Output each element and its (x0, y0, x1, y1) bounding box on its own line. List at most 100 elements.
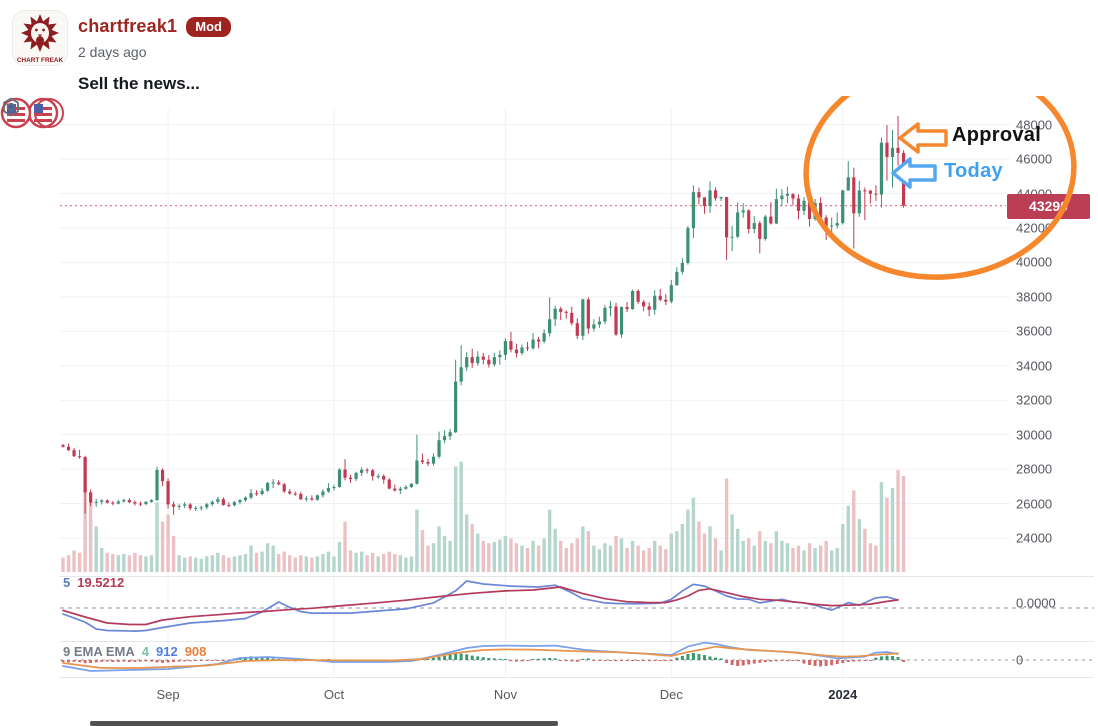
macd-histogram-bar (564, 660, 568, 662)
macd-histogram-bar (669, 660, 673, 661)
candle-body (592, 324, 596, 329)
candle-body (83, 457, 87, 493)
candle-body (232, 502, 237, 506)
volume-bar (796, 545, 801, 572)
volume-bar (653, 540, 657, 572)
candle-body (747, 210, 751, 229)
lion-logo-icon: CHART FREAK (17, 14, 63, 64)
volume-bar (238, 555, 242, 572)
ema-orange-line (62, 645, 899, 669)
chart-image[interactable]: 4800046000440004200040000380003600034000… (0, 96, 1098, 708)
macd-histogram-bar (481, 657, 485, 660)
candle-body (608, 306, 613, 308)
candle-body (266, 482, 270, 491)
candle-body (713, 190, 718, 199)
username-link[interactable]: chartfreak1 (78, 16, 178, 36)
macd-histogram-bar (902, 660, 906, 662)
candle-body (365, 469, 369, 471)
volume-bar (691, 497, 696, 572)
price-tick-label: 36000 (1016, 323, 1053, 339)
macd-histogram-bar (830, 660, 834, 666)
candle-body (857, 190, 861, 214)
candle-body (66, 446, 71, 451)
volume-bar (83, 458, 87, 572)
volume-bar (370, 552, 375, 572)
volume-bar (868, 543, 873, 572)
macd-histogram-bar (780, 660, 784, 661)
indicator-label-part: 908 (184, 644, 207, 659)
macd-histogram-bar (426, 658, 430, 660)
volume-bar (387, 551, 391, 572)
candle-body (89, 492, 93, 503)
volume-bar (575, 538, 579, 572)
candle-body (874, 193, 878, 195)
candle-body (752, 223, 756, 229)
volume-bar (94, 526, 98, 572)
candle-body (166, 481, 170, 505)
timestamp-link[interactable]: 2 days ago (78, 44, 147, 60)
volume-bar (243, 554, 248, 572)
macd-histogram-bar (702, 655, 706, 660)
macd-histogram-bar (603, 660, 607, 661)
macd-histogram-bar (747, 660, 751, 665)
candle-body (680, 262, 684, 272)
volume-bar (321, 554, 325, 572)
volume-bar (592, 545, 596, 572)
candle-body (896, 147, 900, 154)
candle-body (442, 436, 447, 441)
candle-body (642, 301, 646, 307)
volume-bar (702, 533, 707, 572)
candle-body (177, 505, 181, 507)
volume-bar (890, 488, 895, 572)
volume-bar (205, 556, 209, 572)
candle-body (243, 497, 248, 501)
macd-histogram-bar (514, 660, 518, 662)
volume-bar (88, 500, 93, 572)
candle-body (194, 507, 198, 509)
volume-bar (348, 550, 353, 572)
price-tick-label: 34000 (1016, 358, 1053, 374)
macd-histogram-bar (863, 660, 867, 661)
macd-histogram-bar (885, 655, 889, 660)
last-price-label: 43290 (1007, 193, 1090, 219)
volume-bar (741, 540, 745, 572)
macd-histogram-bar (221, 660, 225, 661)
macd-histogram-bar (78, 660, 82, 663)
volume-bar (625, 548, 629, 572)
candle-body (343, 469, 347, 478)
candle-body (332, 487, 336, 489)
avatar[interactable]: CHART FREAK (12, 10, 68, 66)
volume-bar (647, 548, 651, 572)
volume-bar (570, 543, 574, 572)
macd-histogram-bar (714, 657, 718, 660)
candle-body (72, 450, 76, 457)
indicator-label-part: 19.5212 (77, 575, 125, 590)
volume-bar (675, 531, 679, 572)
candle-body (409, 483, 413, 488)
macd-histogram-bar (774, 660, 778, 662)
volume-bar (586, 531, 591, 572)
time-tick-label: Oct (323, 687, 345, 702)
macd-histogram-bar (575, 660, 579, 662)
panel1-zero-label: 0.0000 (1016, 595, 1056, 611)
macd-histogram-bar (116, 660, 120, 662)
candle-body (719, 197, 723, 199)
volume-bar (879, 482, 884, 572)
candle-body (155, 469, 159, 501)
candle-body (321, 491, 325, 496)
macd-histogram-bar (205, 660, 209, 661)
volume-bar (780, 540, 784, 572)
volume-bar (664, 549, 668, 572)
volume-bar (177, 555, 181, 572)
volume-bar (332, 556, 336, 572)
scrollbar-thumb[interactable] (90, 721, 558, 726)
macd-histogram-bar (741, 660, 745, 666)
volume-bar (564, 548, 568, 572)
price-chart-svg (60, 108, 1094, 678)
volume-bar (315, 556, 320, 572)
macd-histogram-bar (255, 656, 259, 660)
volume-bar (747, 538, 751, 572)
macd-histogram-bar (808, 660, 812, 665)
macd-histogram-bar (769, 660, 773, 662)
